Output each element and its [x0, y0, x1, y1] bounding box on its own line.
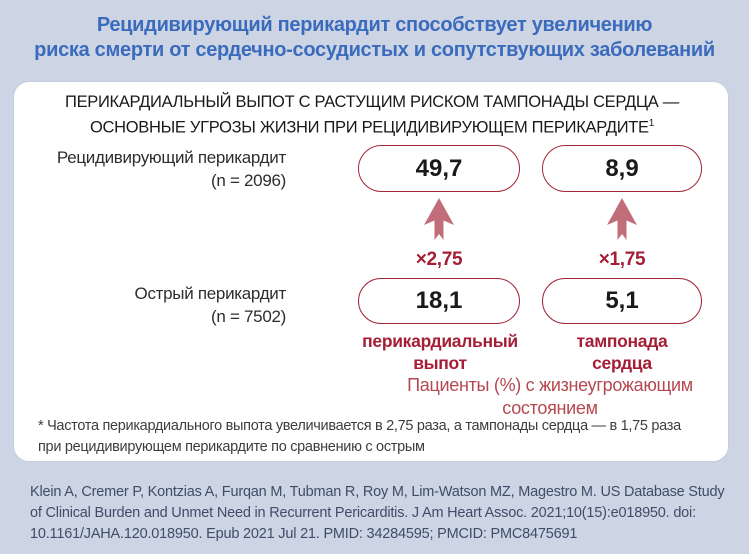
row-label-recurrent-n: (n = 2096)	[211, 171, 286, 190]
value-pill-recurrent-tamponade: 8,9	[542, 145, 702, 192]
axis-caption-line1: Пациенты (%) с жизнеугрожающим	[407, 375, 693, 395]
figure-title: ПЕРИКАРДИАЛЬНЫЙ ВЫПОТ С РАСТУЩИМ РИСКОМ …	[13, 92, 731, 139]
row-label-recurrent-name: Рецидивирующий перикардит	[56, 148, 286, 167]
axis-caption-line2: состоянием	[502, 398, 598, 418]
figure-title-line2: ОСНОВНЫЕ УГРОЗЫ ЖИЗНИ ПРИ РЕЦИДИВИРУЮЩЕМ…	[90, 118, 655, 137]
column-label-tamponade: тампонада сердца	[522, 330, 722, 374]
multiplier-tamponade: ×1,75	[598, 249, 646, 270]
axis-caption: Пациенты (%) с жизнеугрожающим состояние…	[360, 374, 740, 420]
figure-title-line1: ПЕРИКАРДИАЛЬНЫЙ ВЫПОТ С РАСТУЩИМ РИСКОМ …	[65, 93, 679, 111]
row-label-acute-n: (n = 7502)	[211, 307, 286, 326]
column-label-tamponade-line1: тампонада	[576, 331, 668, 351]
increase-arrow-icon-effusion	[422, 198, 456, 244]
multiplier-effusion: ×2,75	[415, 249, 463, 270]
column-label-effusion-line1: перикардиальный	[362, 331, 518, 351]
figure-title-superscript: 1	[648, 118, 655, 129]
value-pill-acute-tamponade: 5,1	[542, 278, 702, 324]
citation-text: Klein A, Cremer P, Kontzias A, Furqan M,…	[30, 484, 725, 542]
increase-arrow-icon-tamponade	[605, 198, 639, 244]
page-title: Рецидивирующий перикардит способствует у…	[0, 13, 749, 62]
page-title-line1: Рецидивирующий перикардит способствует у…	[96, 14, 653, 36]
column-label-tamponade-line2: сердца	[592, 353, 652, 373]
value-pill-recurrent-effusion: 49,7	[358, 145, 520, 192]
column-label-effusion-line2: выпот	[413, 353, 467, 373]
footnote: * Частота перикардиального выпота увелич…	[38, 416, 681, 457]
column-label-effusion: перикардиальный выпот	[340, 330, 540, 374]
row-label-acute-name: Острый перикардит	[134, 284, 287, 303]
page-title-line2: риска смерти от сердечно-сосудистых и со…	[34, 38, 715, 61]
footnote-line2: при рецидивирующем перикардите по сравне…	[38, 438, 425, 455]
row-label-recurrent: Рецидивирующий перикардит (n = 2096)	[20, 146, 286, 192]
figure-card	[13, 81, 729, 462]
value-pill-acute-effusion: 18,1	[358, 278, 520, 324]
row-label-acute: Острый перикардит (n = 7502)	[20, 282, 287, 328]
footnote-line1: * Частота перикардиального выпота увелич…	[38, 418, 681, 434]
